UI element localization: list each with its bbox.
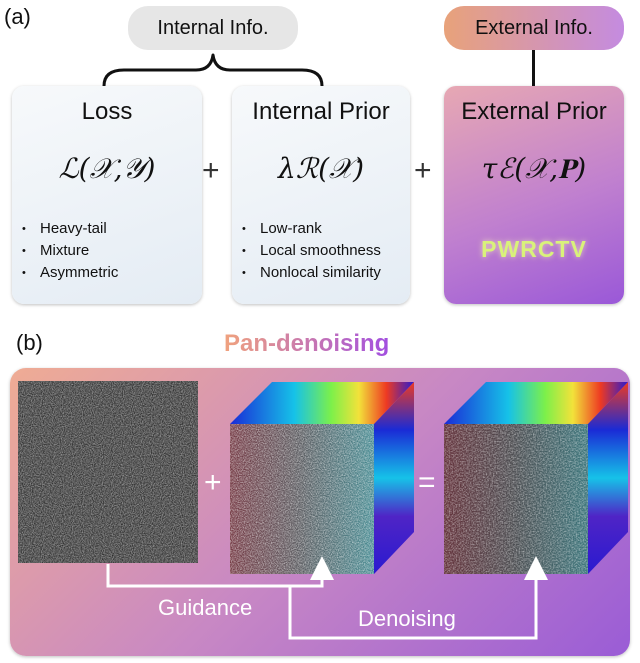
external-info-connector [532,50,535,86]
list-item: Nonlocal similarity [242,262,381,284]
loss-title: Loss [81,98,133,125]
list-item: Low-rank [242,218,381,240]
external-prior-title: External Prior [461,98,607,125]
internal-info-label: Internal Info. [157,16,269,39]
pan-denoising-title: Pan-denoising [224,330,390,357]
external-prior-formula: τℰ(𝒳,𝐏) [481,152,587,185]
denoising-label: Denoising [358,606,456,631]
internal-info-brace [102,53,324,87]
list-item: Local smoothness [242,240,381,262]
equals-sign: = [418,466,436,499]
loss-formula: ℒ(𝒳,𝒴) [58,152,156,185]
plus-sign-2: + [414,154,432,187]
internal-prior-formula: λℛ(𝒳) [277,152,364,185]
denoised-hsi-cube [444,382,628,574]
loss-list: Heavy-tail Mixture Asymmetric [22,218,118,284]
loss-box: Loss ℒ(𝒳,𝒴) Heavy-tail Mixture Asymmetri… [12,86,202,304]
internal-info-pill: Internal Info. [128,6,298,50]
internal-prior-list: Low-rank Local smoothness Nonlocal simil… [242,218,381,284]
external-info-label: External Info. [475,16,593,39]
guidance-label: Guidance [158,595,253,620]
noisy-hsi-cube [230,382,414,574]
pan-image [18,381,198,563]
pwrctv-method-label: PWRCTV [481,236,587,262]
internal-prior-box: Internal Prior λℛ(𝒳) Low-rank Local smoo… [232,86,410,304]
guidance-arrow [106,556,334,588]
external-info-pill: External Info. [444,6,624,50]
plus-sign-3: + [204,466,222,499]
list-item: Asymmetric [22,262,118,284]
plus-sign-1: + [202,154,220,187]
denoising-arrow [288,556,548,640]
panel-b-label: (b) [16,330,43,355]
panel-a-label: (a) [4,4,31,29]
internal-prior-title: Internal Prior [252,98,390,125]
list-item: Heavy-tail [22,218,118,240]
list-item: Mixture [22,240,118,262]
external-prior-box: External Prior τℰ(𝒳,𝐏) PWRCTV [444,86,624,304]
